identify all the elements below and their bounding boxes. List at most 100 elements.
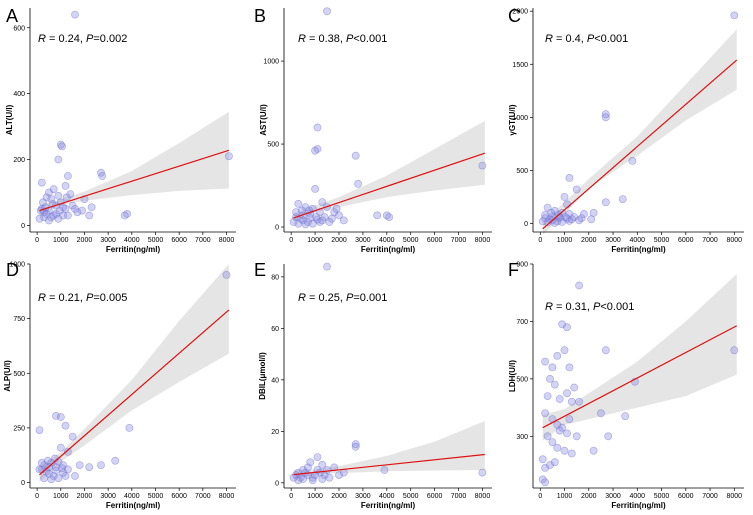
x-tick-label: 7000 <box>702 237 718 244</box>
x-tick-label: 0 <box>538 493 542 500</box>
correlation-annotation: R = 0.21, P=0.005 <box>38 292 127 304</box>
x-tick-label: 8000 <box>475 237 491 244</box>
data-point <box>318 216 327 225</box>
x-tick-label: 4000 <box>629 493 645 500</box>
data-point <box>541 478 549 487</box>
data-point <box>541 409 549 418</box>
y-tick-label: 500 <box>267 142 279 149</box>
data-point <box>351 440 360 449</box>
data-point <box>56 413 65 421</box>
panel-d: D 0 1000 2000 3000 4000 5000 6000 7000 8000 0 250 50… <box>3 260 236 510</box>
x-tick-label: 7000 <box>195 237 211 244</box>
panel-letter: E <box>254 260 266 280</box>
data-point <box>37 178 46 187</box>
data-point <box>301 220 310 229</box>
data-point <box>47 195 56 203</box>
data-point <box>318 475 327 483</box>
data-point <box>75 461 84 469</box>
x-tick-label: 4000 <box>379 237 395 244</box>
x-tick-label: 2000 <box>77 237 93 244</box>
x-tick-label: 5000 <box>148 237 164 244</box>
x-tick-label: 5000 <box>654 237 670 244</box>
data-point <box>120 211 129 220</box>
data-point <box>567 215 576 224</box>
x-tick-label: 6000 <box>427 237 443 244</box>
data-point <box>85 211 94 220</box>
p-symbol: P <box>346 292 354 304</box>
data-point <box>572 432 581 441</box>
x-axis-title: Ferritin(ng/ml) <box>106 501 161 510</box>
x-tick-label: 7000 <box>195 493 211 500</box>
confidence-band <box>39 111 229 217</box>
x-tick-label: 2000 <box>331 493 347 500</box>
data-point <box>40 474 49 483</box>
data-point <box>577 214 586 223</box>
x-tick-label: 8000 <box>219 237 235 244</box>
x-tick-label: 2000 <box>581 237 597 244</box>
p-symbol: P <box>86 33 94 45</box>
data-point <box>313 453 322 461</box>
data-point <box>54 155 63 164</box>
confidence-band <box>293 421 485 479</box>
data-point <box>560 446 569 455</box>
data-point <box>561 213 570 221</box>
data-point <box>97 461 105 469</box>
data-point <box>354 179 362 188</box>
y-tick-label: 20 <box>271 429 279 436</box>
data-point <box>560 193 569 201</box>
data-point <box>312 213 321 221</box>
y-tick-label: 0 <box>524 221 528 228</box>
data-point <box>618 195 627 203</box>
x-tick-label: 6000 <box>171 493 187 500</box>
data-point <box>224 152 233 161</box>
data-point <box>289 218 298 226</box>
correlation-annotation: R = 0.38, P<0.001 <box>298 33 387 45</box>
confidence-band <box>542 29 737 236</box>
data-point <box>563 429 571 438</box>
x-tick-label: 7000 <box>451 493 467 500</box>
r-value: = 0.24, <box>46 33 86 45</box>
data-point <box>71 204 79 213</box>
data-point <box>325 473 334 482</box>
data-point <box>311 146 319 155</box>
data-point <box>54 191 63 200</box>
data-point <box>55 206 64 215</box>
x-tick-label: 6000 <box>171 237 187 244</box>
data-point <box>308 476 317 485</box>
data-point <box>563 389 571 398</box>
r-symbol: R <box>298 33 306 45</box>
panel-e: E 0 1000 2000 3000 4000 5000 6000 7000 8000 0 20 40 6… <box>254 260 492 510</box>
data-point <box>563 323 571 332</box>
data-point <box>35 426 44 434</box>
data-point <box>597 409 605 418</box>
data-point <box>37 458 46 467</box>
data-point <box>565 415 574 423</box>
data-point <box>546 461 554 469</box>
r-value: = 0.21, <box>46 292 86 304</box>
x-tick-label: 0 <box>289 493 293 500</box>
data-point <box>601 110 610 119</box>
x-tick-label: 2000 <box>77 493 93 500</box>
panel-letter: A <box>6 6 18 26</box>
data-point <box>373 211 382 220</box>
r-symbol: R <box>38 292 46 304</box>
p-value: =0.001 <box>353 292 387 304</box>
x-axis-title: Ferritin(ng/ml) <box>106 245 161 254</box>
data-point <box>61 181 70 190</box>
confidence-band <box>39 264 229 483</box>
r-value: = 0.31, <box>553 301 593 313</box>
x-tick-label: 8000 <box>219 493 235 500</box>
data-point <box>64 172 72 180</box>
p-symbol: P <box>346 33 354 45</box>
data-point <box>589 208 598 217</box>
panel-b: B 0 1000 2000 3000 4000 5000 6000 7000 8000 0 500 10… <box>254 6 492 254</box>
x-axis-title: Ferritin(ng/ml) <box>361 245 416 254</box>
data-point <box>323 262 331 271</box>
panel-f: F 0 1000 2000 3000 4000 5000 6000 7000 8000 300 500… <box>508 260 744 510</box>
y-tick-label: 900 <box>516 262 528 269</box>
panel-letter: B <box>254 6 266 26</box>
y-tick-label: 0 <box>21 223 25 230</box>
x-tick-label: 5000 <box>403 237 419 244</box>
x-tick-label: 0 <box>538 237 542 244</box>
data-point <box>62 193 71 202</box>
